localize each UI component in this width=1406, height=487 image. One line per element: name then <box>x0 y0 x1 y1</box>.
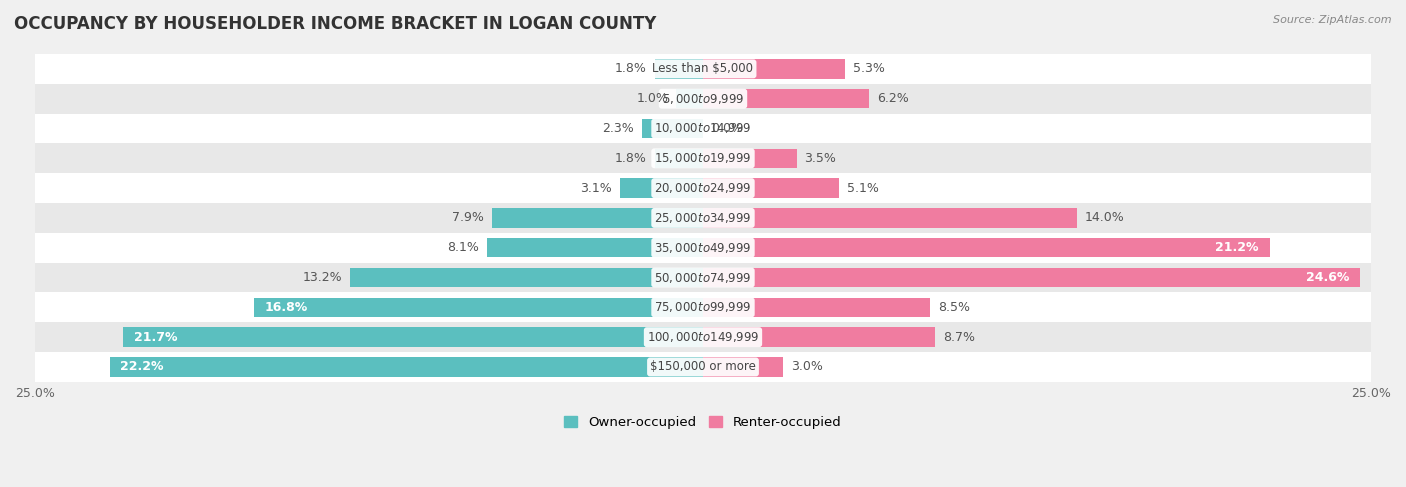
Bar <box>703 327 935 347</box>
Text: 21.7%: 21.7% <box>134 331 177 344</box>
Text: 24.6%: 24.6% <box>1306 271 1350 284</box>
Bar <box>703 268 1361 287</box>
Legend: Owner-occupied, Renter-occupied: Owner-occupied, Renter-occupied <box>560 411 846 434</box>
Text: $35,000 to $49,999: $35,000 to $49,999 <box>654 241 752 255</box>
Text: 8.5%: 8.5% <box>938 301 970 314</box>
Bar <box>35 293 1371 322</box>
Text: 2.3%: 2.3% <box>602 122 634 135</box>
Text: $25,000 to $34,999: $25,000 to $34,999 <box>654 211 752 225</box>
Bar <box>703 59 845 78</box>
Text: $150,000 or more: $150,000 or more <box>650 360 756 374</box>
Text: $75,000 to $99,999: $75,000 to $99,999 <box>654 300 752 314</box>
Text: 1.8%: 1.8% <box>614 62 647 75</box>
Text: Source: ZipAtlas.com: Source: ZipAtlas.com <box>1274 15 1392 25</box>
Text: $20,000 to $24,999: $20,000 to $24,999 <box>654 181 752 195</box>
Bar <box>124 327 703 347</box>
Text: 5.1%: 5.1% <box>848 182 879 195</box>
Text: 8.7%: 8.7% <box>943 331 976 344</box>
Bar <box>110 357 703 376</box>
Text: $100,000 to $149,999: $100,000 to $149,999 <box>647 330 759 344</box>
Text: 22.2%: 22.2% <box>121 360 165 374</box>
Text: $10,000 to $14,999: $10,000 to $14,999 <box>654 121 752 135</box>
Text: 1.0%: 1.0% <box>637 92 668 105</box>
Text: 6.2%: 6.2% <box>877 92 908 105</box>
Text: 3.0%: 3.0% <box>792 360 823 374</box>
Text: $15,000 to $19,999: $15,000 to $19,999 <box>654 151 752 165</box>
Text: $50,000 to $74,999: $50,000 to $74,999 <box>654 271 752 284</box>
Bar <box>641 119 703 138</box>
Bar <box>703 178 839 198</box>
Bar <box>486 238 703 258</box>
Bar <box>703 357 783 376</box>
Text: 21.2%: 21.2% <box>1215 241 1258 254</box>
Bar <box>703 208 1077 227</box>
Text: 16.8%: 16.8% <box>264 301 308 314</box>
Bar <box>492 208 703 227</box>
Bar <box>676 89 703 109</box>
Bar <box>35 203 1371 233</box>
Bar <box>655 149 703 168</box>
Text: $5,000 to $9,999: $5,000 to $9,999 <box>662 92 744 106</box>
Bar <box>703 298 931 317</box>
Bar <box>35 262 1371 293</box>
Text: 7.9%: 7.9% <box>451 211 484 225</box>
Text: 14.0%: 14.0% <box>1085 211 1125 225</box>
Bar <box>35 54 1371 84</box>
Text: 8.1%: 8.1% <box>447 241 478 254</box>
Text: 5.3%: 5.3% <box>852 62 884 75</box>
Bar <box>703 89 869 109</box>
Text: 3.5%: 3.5% <box>804 152 837 165</box>
Text: 13.2%: 13.2% <box>302 271 342 284</box>
Bar <box>655 59 703 78</box>
Text: OCCUPANCY BY HOUSEHOLDER INCOME BRACKET IN LOGAN COUNTY: OCCUPANCY BY HOUSEHOLDER INCOME BRACKET … <box>14 15 657 33</box>
Bar <box>35 322 1371 352</box>
Bar <box>620 178 703 198</box>
Text: 3.1%: 3.1% <box>581 182 612 195</box>
Bar <box>35 84 1371 113</box>
Text: Less than $5,000: Less than $5,000 <box>652 62 754 75</box>
Text: 1.8%: 1.8% <box>614 152 647 165</box>
Bar <box>35 173 1371 203</box>
Bar <box>35 143 1371 173</box>
Bar <box>254 298 703 317</box>
Bar <box>703 149 797 168</box>
Bar <box>703 238 1270 258</box>
Bar <box>35 352 1371 382</box>
Text: 0.0%: 0.0% <box>711 122 742 135</box>
Bar <box>35 113 1371 143</box>
Bar <box>350 268 703 287</box>
Bar <box>35 233 1371 262</box>
